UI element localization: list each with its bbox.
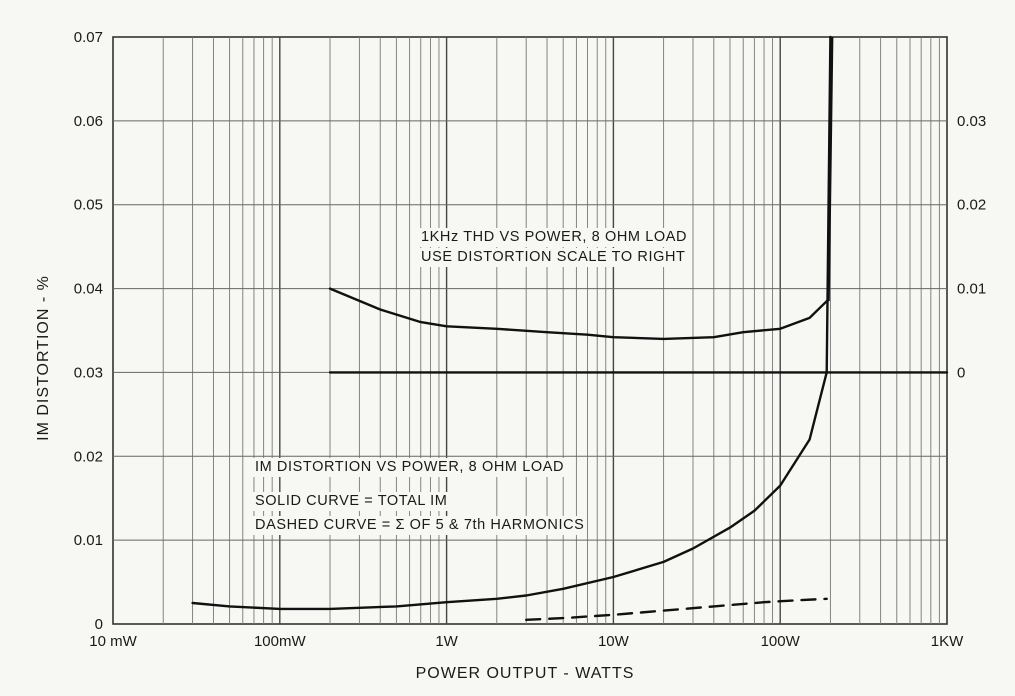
y-tick-label: 0.07 — [74, 29, 103, 46]
x-axis-label: POWER OUTPUT - WATTS — [416, 665, 635, 682]
y-tick-label: 0.05 — [74, 197, 103, 214]
x-tick-label: 10 mW — [89, 633, 137, 650]
data-curves — [191, 35, 949, 621]
series-line-4 — [525, 597, 828, 621]
clipping-rise-line — [827, 36, 834, 302]
im-annotation-line2: SOLID CURVE = TOTAL IM — [252, 492, 451, 511]
x-tick-label: 100W — [761, 633, 801, 650]
y-tick-label: 0.04 — [74, 281, 103, 298]
thd-annotation-line2: USE DISTORTION SCALE TO RIGHT — [418, 248, 689, 267]
x-tick-label: 10W — [598, 633, 630, 650]
right-y-tick-label: 0.03 — [957, 113, 986, 130]
y-axis-label: IM DISTORTION - % — [35, 275, 52, 441]
y-tick-label: 0.01 — [74, 532, 103, 549]
right-y-tick-label: 0.01 — [957, 281, 986, 298]
x-tick-label: 1KW — [931, 633, 964, 650]
right-y-tick-label: 0.02 — [957, 197, 986, 214]
plot-frame — [112, 36, 948, 625]
right-y-tick-label: 0 — [957, 364, 965, 381]
x-axis-ticks: 10 mW 100mW 1W 10W 100W 1KW — [89, 633, 964, 650]
x-tick-label: 100mW — [254, 633, 307, 650]
series-line-1 — [328, 287, 828, 341]
y-tick-label: 0.03 — [74, 364, 103, 381]
x-tick-label: 1W — [435, 633, 458, 650]
y-tick-label: 0.02 — [74, 448, 103, 465]
im-annotation-line3: DASHED CURVE = Σ OF 5 & 7th HARMONICS — [252, 516, 588, 535]
right-axis-ticks: 0 0.01 0.02 0.03 — [957, 113, 986, 382]
series-line-3 — [191, 35, 832, 611]
im-annotation-line1: IM DISTORTION VS POWER, 8 OHM LOAD — [252, 458, 568, 477]
y-tick-label: 0 — [95, 616, 103, 633]
left-axis-ticks: 0 0.01 0.02 0.03 0.04 0.05 0.06 0.07 — [74, 29, 103, 633]
thd-annotation-line1: 1KHz THD VS POWER, 8 OHM LOAD — [418, 228, 691, 247]
y-tick-label: 0.06 — [74, 113, 103, 130]
